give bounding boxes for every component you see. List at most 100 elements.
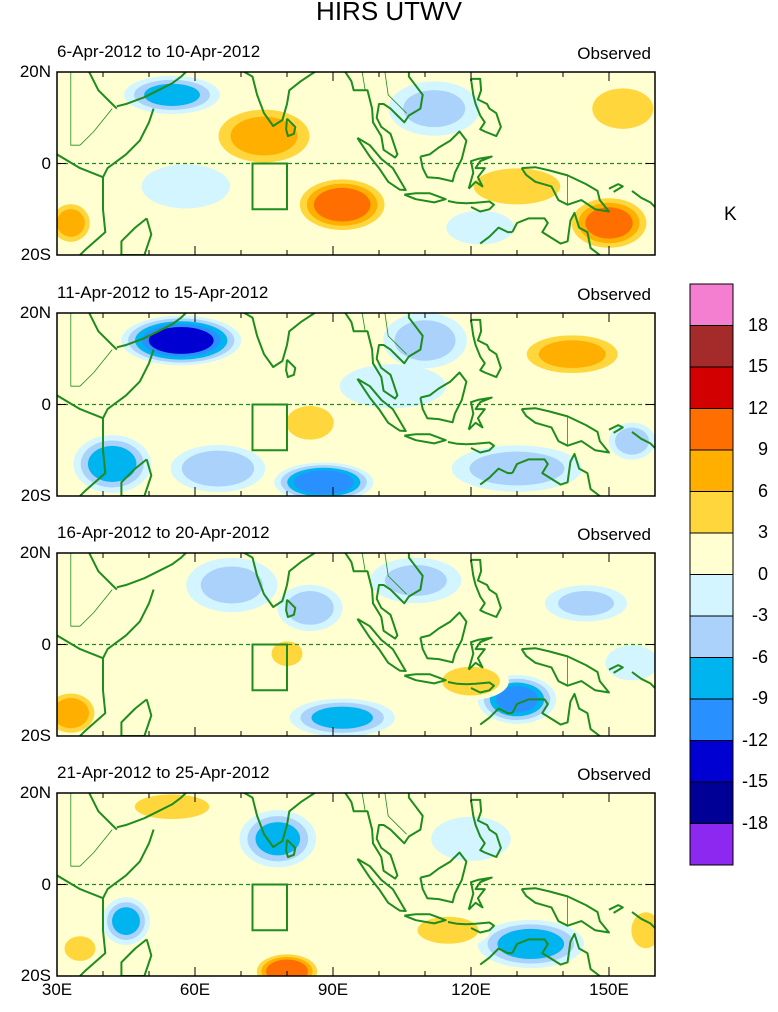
coastline xyxy=(479,707,513,726)
anomaly-contour xyxy=(144,83,200,106)
coastline xyxy=(242,553,317,608)
map-panel xyxy=(56,770,656,977)
lat-tick-label: 20N xyxy=(19,543,51,562)
anomaly-contour xyxy=(446,210,515,245)
coastline xyxy=(57,394,107,496)
anomaly-contour xyxy=(141,164,231,209)
map-panel xyxy=(56,290,656,497)
coastline xyxy=(511,452,601,496)
colorbar-label: -12 xyxy=(741,729,768,750)
country-border xyxy=(384,72,407,114)
anomaly-contour xyxy=(286,591,334,625)
anomaly-contour xyxy=(394,320,456,361)
country-border xyxy=(70,553,80,627)
coastline xyxy=(472,290,479,304)
country-border xyxy=(70,313,80,387)
lat-tick-label: 20S xyxy=(20,486,51,505)
country-border xyxy=(79,589,113,627)
coastline xyxy=(479,947,513,966)
anomaly-field xyxy=(57,553,655,736)
coastline xyxy=(116,72,188,108)
colorbar-swatch xyxy=(689,615,734,658)
coastline xyxy=(467,876,493,911)
map-panel xyxy=(56,71,656,256)
colorbar-swatch xyxy=(689,657,734,700)
coastline xyxy=(285,838,297,858)
coastline xyxy=(116,313,188,349)
country-border xyxy=(361,553,366,572)
anomaly-contour xyxy=(316,830,396,884)
coastline xyxy=(447,441,495,454)
anomaly-contour xyxy=(200,566,263,604)
panel-source-label: Observed xyxy=(577,765,651,784)
colorbar-swatch xyxy=(689,325,734,368)
coastline xyxy=(285,598,297,618)
lat-tick-label: 0 xyxy=(41,394,51,414)
anomaly-contour xyxy=(339,364,446,409)
colorbar xyxy=(689,283,734,866)
lon-tick-label: 150E xyxy=(589,980,629,999)
country-border xyxy=(79,108,113,146)
coastline xyxy=(511,211,601,255)
coastline xyxy=(520,887,610,934)
coastline xyxy=(403,913,447,925)
anomaly-field xyxy=(57,72,655,255)
lat-tick-label: 20N xyxy=(19,62,51,81)
anomaly-contour xyxy=(311,706,373,729)
country-border xyxy=(79,349,113,387)
coastline xyxy=(631,431,655,449)
region-box xyxy=(251,162,288,211)
colorbar-label: 3 xyxy=(757,522,768,542)
coastline xyxy=(472,770,479,784)
panel-date-range: 11-Apr-2012 to 15-Apr-2012 xyxy=(57,283,269,302)
coastline xyxy=(102,108,155,178)
anomaly-contour xyxy=(631,912,655,949)
coastline xyxy=(470,558,502,618)
coastline xyxy=(242,72,317,127)
colorbar-label: 6 xyxy=(757,480,768,501)
coastline xyxy=(419,130,468,183)
colorbar-label: 9 xyxy=(757,439,768,459)
anomaly-field xyxy=(57,770,655,976)
anomaly-contour xyxy=(497,928,565,960)
colorbar-swatch xyxy=(689,408,734,451)
coastline xyxy=(344,553,424,640)
lat-tick-label: 20N xyxy=(19,783,51,802)
anomaly-contour xyxy=(286,405,334,440)
coastline xyxy=(120,938,153,976)
coastline xyxy=(479,467,513,486)
lat-tick-label: 20S xyxy=(20,245,51,264)
coastline xyxy=(608,183,624,193)
anomaly-contour xyxy=(255,822,301,856)
coastline xyxy=(403,433,447,445)
lon-tick-label: 90E xyxy=(317,980,349,999)
coastline xyxy=(116,553,188,589)
panel-date-range: 16-Apr-2012 to 20-Apr-2012 xyxy=(57,523,270,542)
lon-tick-label: 120E xyxy=(451,980,491,999)
region-box xyxy=(251,403,288,452)
coastline xyxy=(470,798,502,858)
panel-date-range: 21-Apr-2012 to 25-Apr-2012 xyxy=(57,763,270,782)
country-border xyxy=(361,313,366,332)
anomaly-contour xyxy=(57,698,89,729)
coastline xyxy=(520,407,610,454)
colorbar-label: -9 xyxy=(751,688,768,708)
coastline xyxy=(242,313,317,368)
colorbar-unit: K xyxy=(724,204,737,225)
coastline xyxy=(120,217,153,255)
country-border xyxy=(79,829,113,867)
anomaly-contour xyxy=(442,666,500,696)
colorbar-label: -18 xyxy=(741,812,768,833)
coastline xyxy=(57,153,107,255)
lat-tick-label: 0 xyxy=(41,153,51,173)
coastline xyxy=(102,829,155,899)
lat-tick-label: 0 xyxy=(41,874,51,894)
coastline xyxy=(520,647,610,694)
anomaly-contour xyxy=(57,209,85,237)
colorbar-swatch xyxy=(689,366,734,409)
anomaly-contour xyxy=(431,816,511,861)
panel-source-label: Observed xyxy=(577,285,651,304)
anomaly-contour xyxy=(76,572,130,626)
coastline xyxy=(116,793,188,829)
colorbar-label: -3 xyxy=(751,605,768,625)
